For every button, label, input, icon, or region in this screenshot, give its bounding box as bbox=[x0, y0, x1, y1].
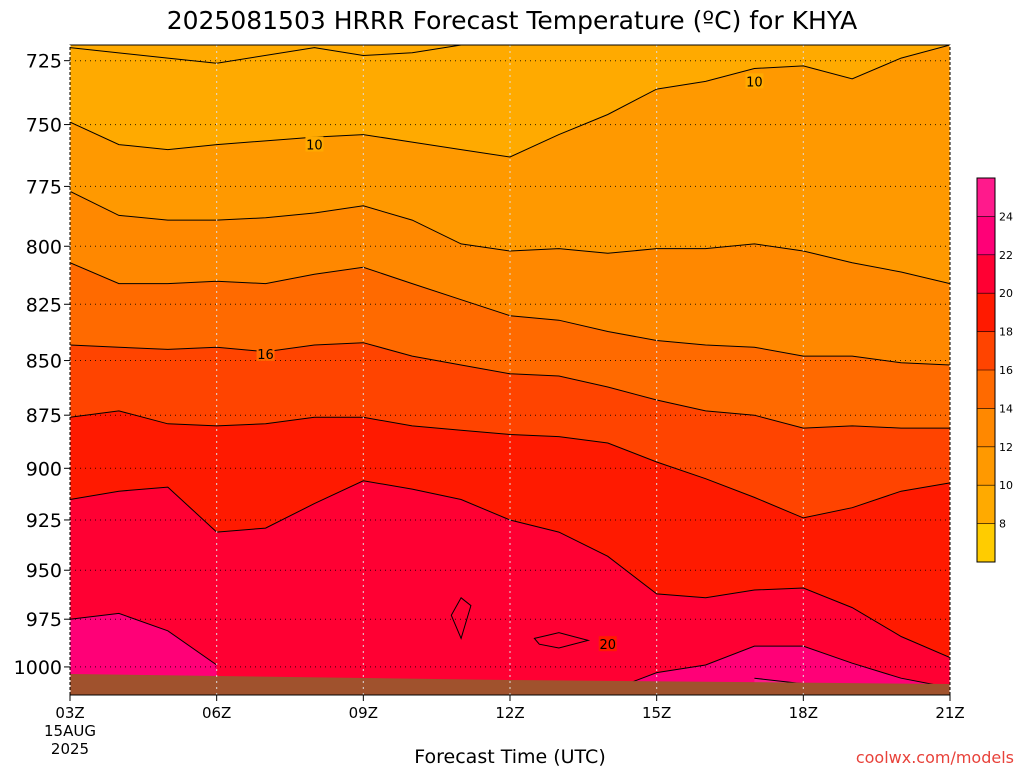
pocket-1 bbox=[533, 632, 591, 649]
contour-label-3: 20 bbox=[600, 638, 617, 653]
y-tick-label-950: 950 bbox=[26, 560, 62, 582]
colorbar-swatch-4 bbox=[977, 370, 995, 409]
contour-labels: 10 10 16 20 bbox=[256, 73, 764, 653]
x-tick-label-18Z: 18Z bbox=[789, 704, 818, 722]
y-tick-label-825: 825 bbox=[26, 294, 62, 316]
contour-label-0: 10 bbox=[746, 75, 763, 90]
colorbar-swatch-6 bbox=[977, 293, 995, 333]
y-axis: 725 750 775 800 825 850 875 900 925 950 975 1000 bbox=[14, 51, 70, 679]
x-tick-label-06Z: 06Z bbox=[202, 704, 231, 722]
colorbar-swatch-0 bbox=[977, 523, 995, 563]
x-tick-label-09Z: 09Z bbox=[349, 704, 378, 722]
grid-lines bbox=[70, 45, 950, 695]
colorbar-swatch-9 bbox=[977, 178, 995, 217]
contour-label-bg-3 bbox=[598, 636, 617, 652]
plot-frame-dashes bbox=[69, 45, 951, 695]
x-axis-title: Forecast Time (UTC) bbox=[414, 746, 605, 768]
pocket-0 bbox=[450, 597, 472, 640]
x-start-date-day: 15AUG bbox=[44, 722, 96, 740]
isotherm-8 bbox=[70, 45, 462, 64]
x-tick-label-15Z: 15Z bbox=[642, 704, 671, 722]
y-tick-label-850: 850 bbox=[26, 351, 62, 373]
isotherm-22 bbox=[70, 612, 217, 666]
ground-layer bbox=[70, 674, 950, 695]
contour-label-2: 16 bbox=[257, 348, 274, 363]
isotherm-18 bbox=[70, 410, 950, 519]
colorbar-label-8: 8 bbox=[999, 518, 1006, 531]
fill-band-20 bbox=[70, 480, 950, 695]
colorbar-label-12: 12 bbox=[999, 441, 1013, 454]
colorbar-label-10: 10 bbox=[999, 479, 1013, 492]
colorbar: 8 10 12 14 16 18 20 22 24 bbox=[976, 177, 1013, 563]
chart-title: 2025081503 HRRR Forecast Temperature (ºC… bbox=[167, 6, 858, 35]
y-tick-label-1000: 1000 bbox=[14, 657, 62, 679]
contour-label-1: 10 bbox=[306, 139, 323, 154]
x-start-date-year: 2025 bbox=[51, 740, 89, 758]
x-tick-label-03Z: 03Z bbox=[55, 704, 84, 722]
colorbar-swatch-3 bbox=[977, 408, 995, 448]
y-tick-label-800: 800 bbox=[26, 236, 62, 258]
y-tick-label-925: 925 bbox=[26, 510, 62, 532]
credit-text[interactable]: coolwx.com/models bbox=[856, 748, 1014, 767]
isotherm-10 bbox=[70, 45, 950, 158]
y-tick-label-900: 900 bbox=[26, 458, 62, 480]
colorbar-swatch-2 bbox=[977, 446, 995, 486]
colorbar-label-16: 16 bbox=[999, 364, 1013, 377]
colorbar-label-22: 22 bbox=[999, 249, 1013, 262]
colorbar-swatch-7 bbox=[977, 254, 995, 294]
contour-label-bg-0 bbox=[745, 73, 764, 89]
contour-label-bg-1 bbox=[305, 136, 324, 152]
y-tick-label-775: 775 bbox=[26, 176, 62, 198]
isotherm-16 bbox=[70, 342, 950, 429]
colorbar-swatch-1 bbox=[977, 485, 995, 525]
colorbar-label-24: 24 bbox=[999, 210, 1013, 223]
y-tick-label-725: 725 bbox=[26, 51, 62, 73]
colorbar-swatch-8 bbox=[977, 216, 995, 256]
y-tick-label-875: 875 bbox=[26, 405, 62, 427]
colorbar-swatch-5 bbox=[977, 331, 995, 371]
x-axis: 03Z 06Z 09Z 12Z 15Z 18Z 21Z bbox=[55, 695, 965, 722]
y-tick-label-750: 750 bbox=[26, 115, 62, 137]
colorbar-label-18: 18 bbox=[999, 326, 1013, 339]
colorbar-label-14: 14 bbox=[999, 402, 1013, 415]
x-tick-label-21Z: 21Z bbox=[935, 704, 964, 722]
colorbar-label-20: 20 bbox=[999, 287, 1013, 300]
y-tick-label-975: 975 bbox=[26, 609, 62, 631]
contour-label-bg-2 bbox=[256, 345, 275, 361]
x-tick-label-12Z: 12Z bbox=[495, 704, 524, 722]
ground-surface bbox=[70, 674, 950, 695]
